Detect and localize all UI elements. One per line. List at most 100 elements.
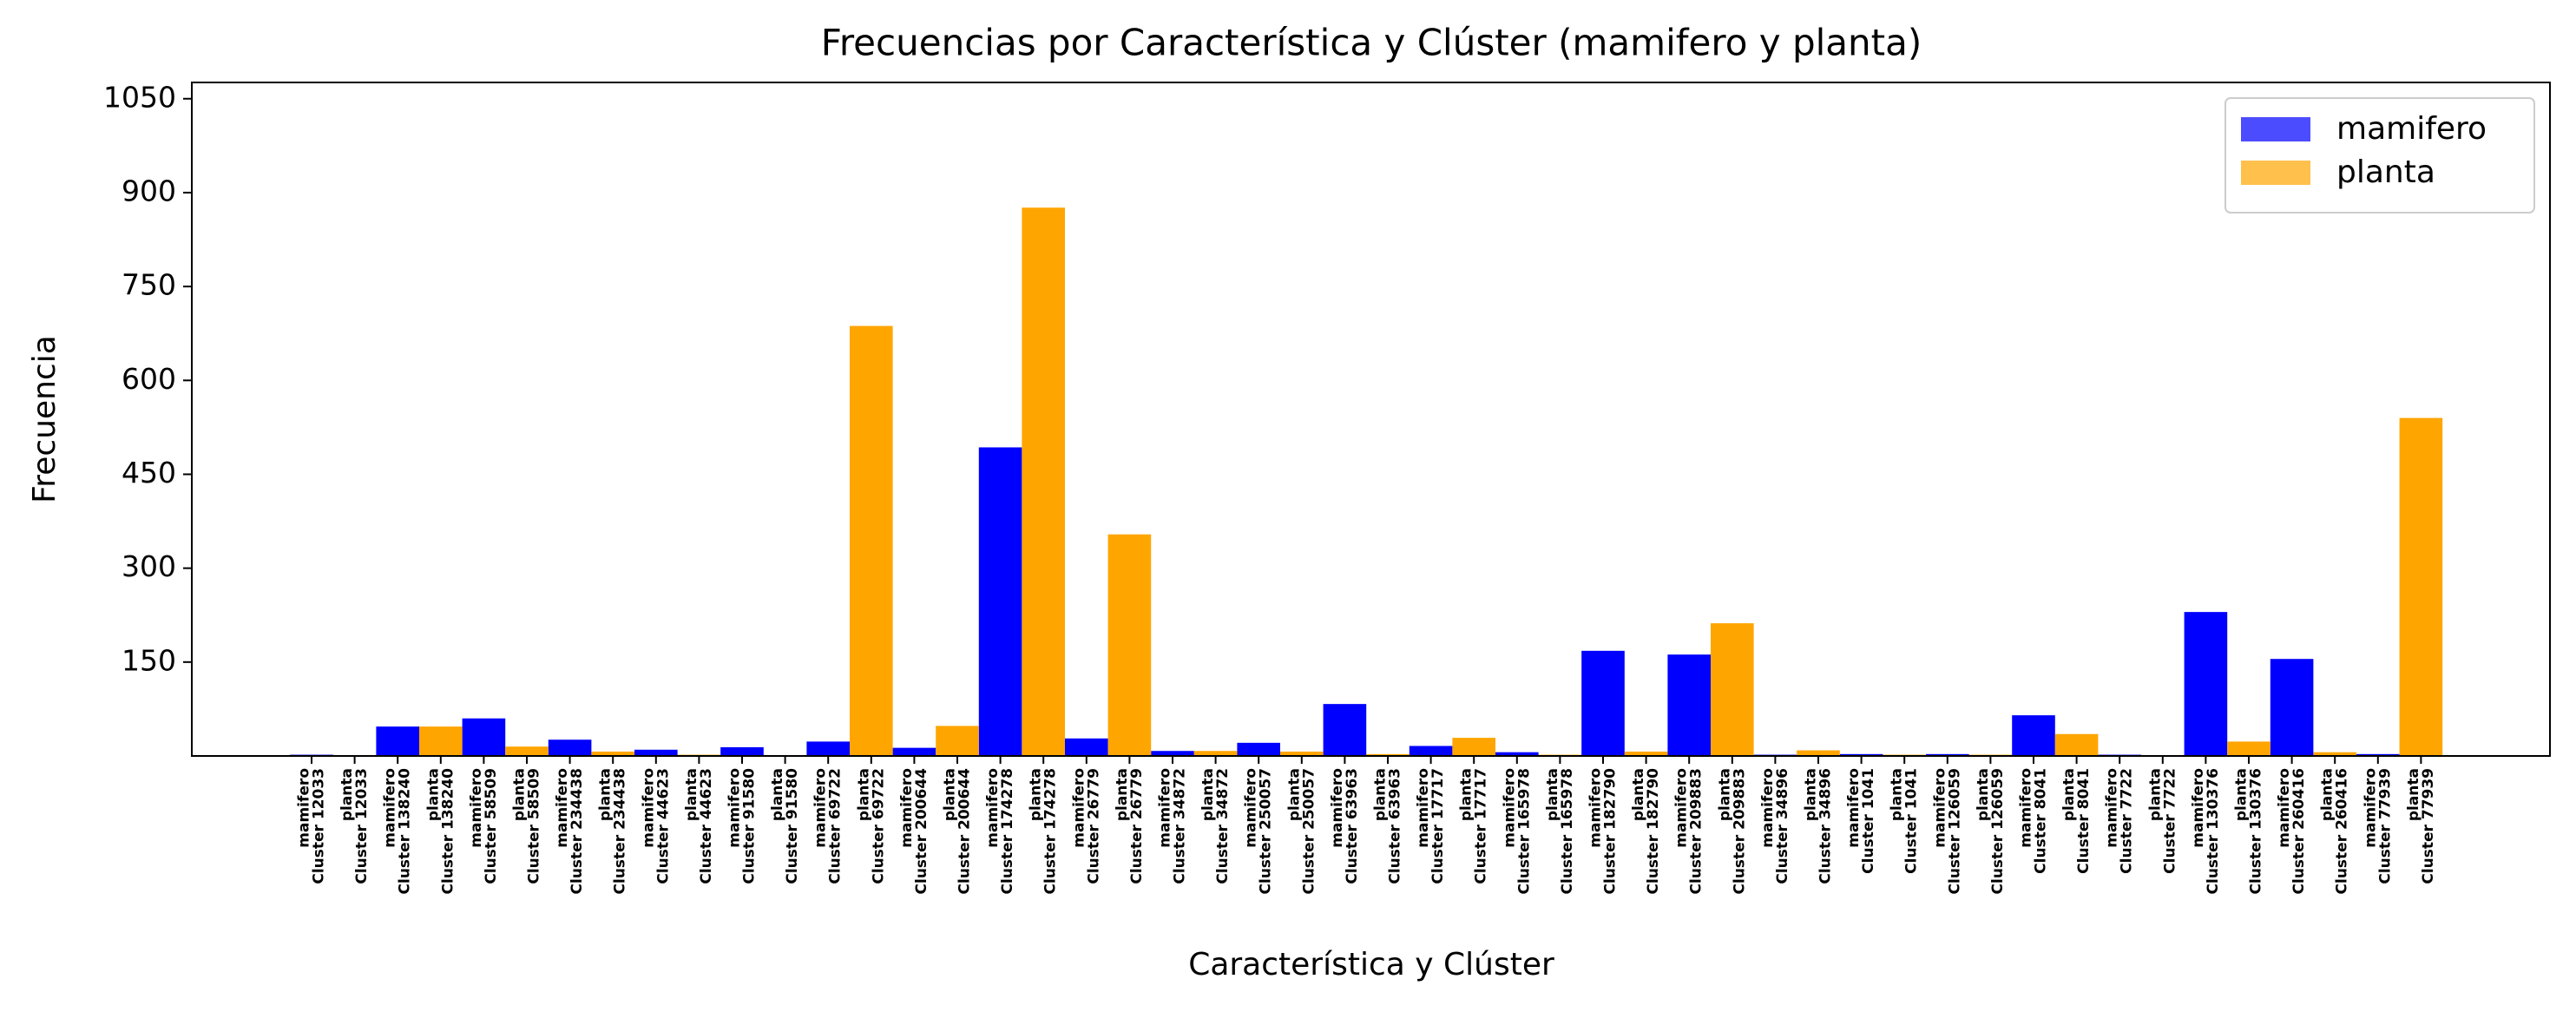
x-tick-label: Cluster 44623	[698, 768, 715, 884]
x-tick-label: planta	[683, 768, 700, 821]
x-tick-label: Cluster 138240	[439, 768, 457, 895]
x-tick-label: Cluster 26779	[1085, 768, 1102, 884]
x-tick-label: Cluster 44623	[654, 768, 672, 884]
bar	[1151, 751, 1194, 756]
bar	[2399, 417, 2443, 756]
x-tick-label: planta	[511, 768, 529, 821]
x-tick-label: planta	[1372, 768, 1390, 821]
y-tick-label: 600	[122, 362, 176, 396]
x-tick-label: Cluster 69722	[827, 768, 844, 884]
x-tick-label: Cluster 165978	[1559, 768, 1576, 894]
x-tick-label: mamifero	[1157, 768, 1174, 848]
y-tick-label: 450	[122, 456, 176, 490]
x-tick-label: Cluster 126059	[1989, 768, 2007, 894]
bar	[1452, 738, 1495, 756]
y-tick-label: 900	[122, 174, 176, 207]
x-tick-label: Cluster 69722	[870, 768, 887, 884]
x-tick-label: planta	[769, 768, 786, 821]
x-tick-label: Cluster 63963	[1344, 768, 1361, 884]
x-tick-label: mamifero	[1070, 768, 1088, 848]
bar	[1237, 742, 1280, 756]
bar	[634, 749, 678, 756]
x-tick-label: planta	[1458, 768, 1475, 821]
x-tick-label: Cluster 200644	[956, 768, 974, 895]
x-tick-label: planta	[597, 768, 614, 821]
x-tick-label: mamifero	[1501, 768, 1518, 848]
x-tick-label: mamifero	[1415, 768, 1432, 848]
bar	[2270, 659, 2314, 756]
x-tick-label: Cluster 174278	[1042, 768, 1060, 894]
plot-frame	[191, 82, 2551, 757]
x-tick-label: Cluster 34872	[1172, 768, 1189, 884]
x-tick-label: Cluster 91580	[741, 768, 759, 884]
x-tick-label: mamifero	[1759, 768, 1777, 848]
bar	[419, 726, 463, 756]
bar	[850, 325, 893, 756]
x-tick-label: planta	[2319, 768, 2336, 821]
x-tick-label: Cluster 260416	[2290, 768, 2308, 894]
x-tick-label: Cluster 250057	[1300, 768, 1318, 894]
x-tick-label: mamifero	[2276, 768, 2293, 848]
bar	[2313, 752, 2356, 756]
x-tick-label: Cluster 34896	[1817, 768, 1835, 884]
bar	[1581, 650, 1625, 756]
x-tick-label: Cluster 200644	[913, 768, 930, 895]
legend-label: mamifero	[2336, 111, 2487, 147]
x-tick-label: Cluster 17717	[1473, 768, 1490, 884]
bar	[376, 726, 419, 756]
x-tick-label: planta	[1285, 768, 1303, 821]
x-tick-label: Cluster 63963	[1387, 768, 1404, 884]
legend-label: planta	[2336, 154, 2435, 190]
y-tick-label: 750	[122, 268, 176, 302]
x-tick-label: planta	[855, 768, 872, 821]
x-tick-label: mamifero	[296, 768, 313, 848]
x-tick-label: mamifero	[1329, 768, 1346, 848]
bar	[548, 739, 592, 756]
bar	[1926, 753, 1969, 756]
x-tick-label: mamifero	[898, 768, 916, 848]
y-tick-label: 150	[122, 643, 176, 677]
x-tick-label: Cluster 260416	[2334, 768, 2351, 894]
x-tick-label: planta	[1114, 768, 1131, 821]
x-tick-label: planta	[1803, 768, 1820, 821]
x-tick-label: Cluster 234438	[612, 768, 629, 894]
x-tick-label: Cluster 12033	[353, 768, 371, 884]
bar	[892, 747, 936, 756]
bar	[1409, 746, 1453, 756]
chart-title: Frecuencias por Característica y Clúster…	[821, 22, 1922, 64]
legend-swatch	[2241, 161, 2310, 185]
bar	[720, 746, 764, 756]
x-tick-label: planta	[338, 768, 356, 821]
x-tick-label: mamifero	[1931, 768, 1948, 848]
legend-swatch	[2241, 117, 2310, 141]
x-tick-label: mamifero	[1673, 768, 1691, 848]
y-tick-label: 300	[122, 549, 176, 583]
bar	[1797, 750, 1840, 756]
x-tick-label: mamifero	[640, 768, 657, 848]
x-tick-label: mamifero	[554, 768, 571, 848]
bar	[2054, 733, 2099, 756]
bar	[936, 726, 979, 756]
x-tick-label: planta	[424, 768, 442, 821]
bar	[1107, 534, 1152, 756]
bar	[1323, 704, 1367, 756]
x-tick-label: mamifero	[382, 768, 399, 848]
x-tick-label: mamifero	[2190, 768, 2207, 848]
x-tick-label: Cluster 7722	[2161, 768, 2178, 874]
x-tick-label: planta	[1028, 768, 1045, 821]
x-tick-label: Cluster 58509	[483, 768, 500, 884]
bar	[2184, 612, 2228, 756]
x-tick-label: Cluster 58509	[526, 768, 543, 884]
bar	[2012, 715, 2055, 756]
x-tick-label: planta	[2405, 768, 2422, 821]
bar	[978, 447, 1022, 756]
x-tick-label: Cluster 8041	[2033, 768, 2050, 874]
bar	[462, 718, 506, 756]
y-axis-label: Frecuencia	[27, 335, 62, 503]
bar	[806, 741, 850, 756]
bar	[591, 751, 634, 756]
bar	[1839, 753, 1883, 756]
x-tick-label: planta	[1544, 768, 1561, 821]
x-tick-label: planta	[2060, 768, 2078, 821]
